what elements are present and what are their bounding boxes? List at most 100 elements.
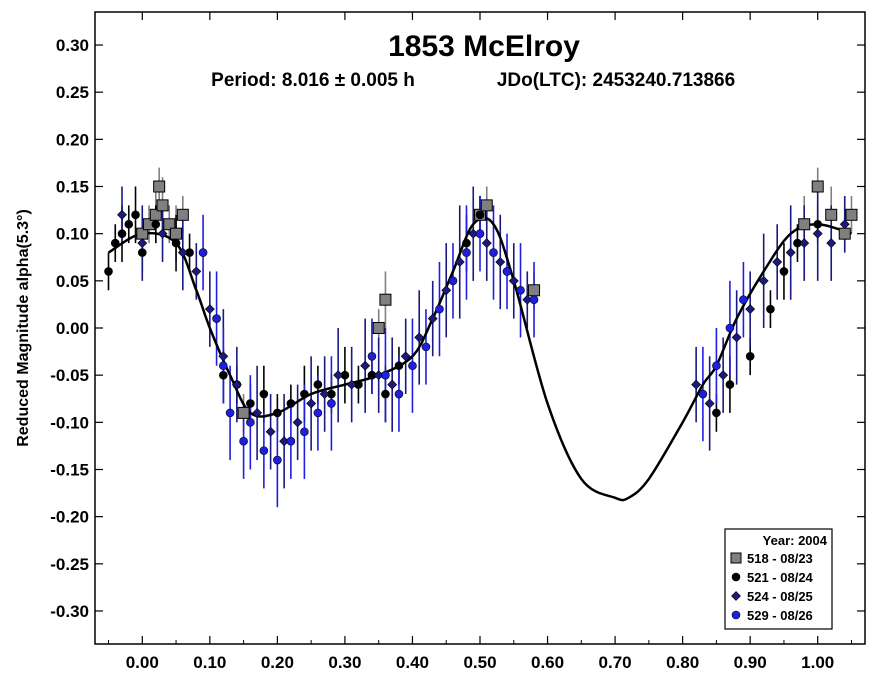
data-point <box>811 180 824 193</box>
data-point <box>725 323 735 333</box>
data-point <box>327 399 336 408</box>
data-point <box>414 332 425 343</box>
data-point <box>131 210 140 220</box>
data-point <box>745 351 755 361</box>
data-point <box>799 238 810 249</box>
data-point <box>387 379 398 390</box>
data-point <box>319 389 330 399</box>
y-tick-label: -0.25 <box>50 555 89 574</box>
legend-marker <box>730 552 742 564</box>
y-tick-label: 0.05 <box>56 272 89 291</box>
data-point <box>813 219 823 229</box>
legend-label: 529 - 08/26 <box>747 608 813 623</box>
data-point <box>300 389 309 399</box>
data-point <box>400 351 411 362</box>
x-tick-label: 0.50 <box>463 653 496 672</box>
data-point <box>441 285 452 296</box>
x-axis-ticks: 0.00 0.10 0.20 0.30 0.40 0.50 0.60 0.70 0.80 0.90… <box>108 12 852 672</box>
data-point <box>528 284 541 297</box>
data-point <box>218 351 229 362</box>
data-point <box>360 360 371 371</box>
data-point <box>454 257 465 267</box>
x-tick-label: 0.30 <box>328 653 361 672</box>
data-point <box>110 238 120 248</box>
data-point <box>252 407 263 418</box>
y-axis-label: Reduced Magnitude alpha(5.3°) <box>15 209 32 447</box>
data-point <box>845 208 858 221</box>
data-point <box>448 276 458 286</box>
data-point <box>381 389 390 399</box>
legend-entries: 518 - 08/23 521 - 08/24 524 - 08/25 529 - 0… <box>730 551 814 623</box>
data-point <box>758 275 769 286</box>
data-point <box>246 418 255 427</box>
legend-box <box>724 528 833 630</box>
data-point <box>170 227 183 240</box>
data-point <box>265 426 276 437</box>
data-point <box>481 238 492 249</box>
data-point <box>176 208 189 221</box>
data-point <box>480 199 493 212</box>
data-point <box>704 398 715 409</box>
data-point <box>151 219 161 229</box>
legend-marker <box>731 572 741 582</box>
y-tick-label: 0.25 <box>56 83 89 102</box>
data-point <box>198 248 208 257</box>
data-point <box>219 361 228 371</box>
data-point <box>153 180 166 193</box>
data-point <box>812 228 823 239</box>
data-point <box>475 229 485 238</box>
data-point <box>421 342 431 352</box>
data-point <box>739 295 748 305</box>
y-tick-label: 0.10 <box>56 225 89 244</box>
data-point <box>712 361 721 371</box>
data-point <box>372 322 385 334</box>
data-point <box>177 247 188 258</box>
data-point <box>462 248 471 257</box>
x-tick-label: 0.90 <box>734 653 767 672</box>
data-point <box>117 209 127 220</box>
legend-label: 524 - 08/25 <box>747 589 813 604</box>
data-point <box>286 399 296 408</box>
data-point <box>157 228 168 239</box>
data-point <box>745 304 756 315</box>
x-tick-label: 0.20 <box>261 653 294 672</box>
data-point <box>698 389 708 399</box>
legend-marker <box>731 610 741 620</box>
x-tick-label: 0.10 <box>193 653 226 672</box>
legend-label: 521 - 08/24 <box>747 570 814 585</box>
data-point <box>826 238 837 249</box>
data-point <box>529 295 539 305</box>
data-point <box>212 314 221 323</box>
data-point <box>691 379 702 390</box>
data-point <box>475 210 485 220</box>
y-tick-label: -0.05 <box>50 366 89 385</box>
data-point <box>712 408 721 418</box>
data-point <box>286 436 296 446</box>
data-point <box>292 417 303 428</box>
data-point <box>508 275 519 286</box>
data-point <box>408 361 417 371</box>
data-point <box>225 408 235 418</box>
data-point <box>237 406 250 419</box>
data-point <box>231 379 242 390</box>
data-point <box>137 238 148 249</box>
data-point <box>725 380 735 389</box>
x-tick-label: 0.40 <box>396 653 429 672</box>
legend-label: 518 - 08/23 <box>747 551 813 566</box>
data-point <box>367 351 377 361</box>
data-point <box>273 408 282 418</box>
data-point <box>239 436 248 446</box>
data-point <box>394 389 404 399</box>
data-point <box>191 266 202 277</box>
data-point <box>825 208 838 221</box>
data-point <box>273 455 282 465</box>
data-point <box>219 370 228 380</box>
y-tick-label: 0.20 <box>56 130 89 149</box>
data-point <box>798 218 811 231</box>
legend: Year: 2004 518 - 08/23 521 - 08/24 524 - 0… <box>724 528 833 630</box>
y-tick-label: -0.20 <box>50 508 89 527</box>
data-point <box>259 446 269 455</box>
data-point <box>427 313 438 324</box>
data-point <box>785 247 796 258</box>
